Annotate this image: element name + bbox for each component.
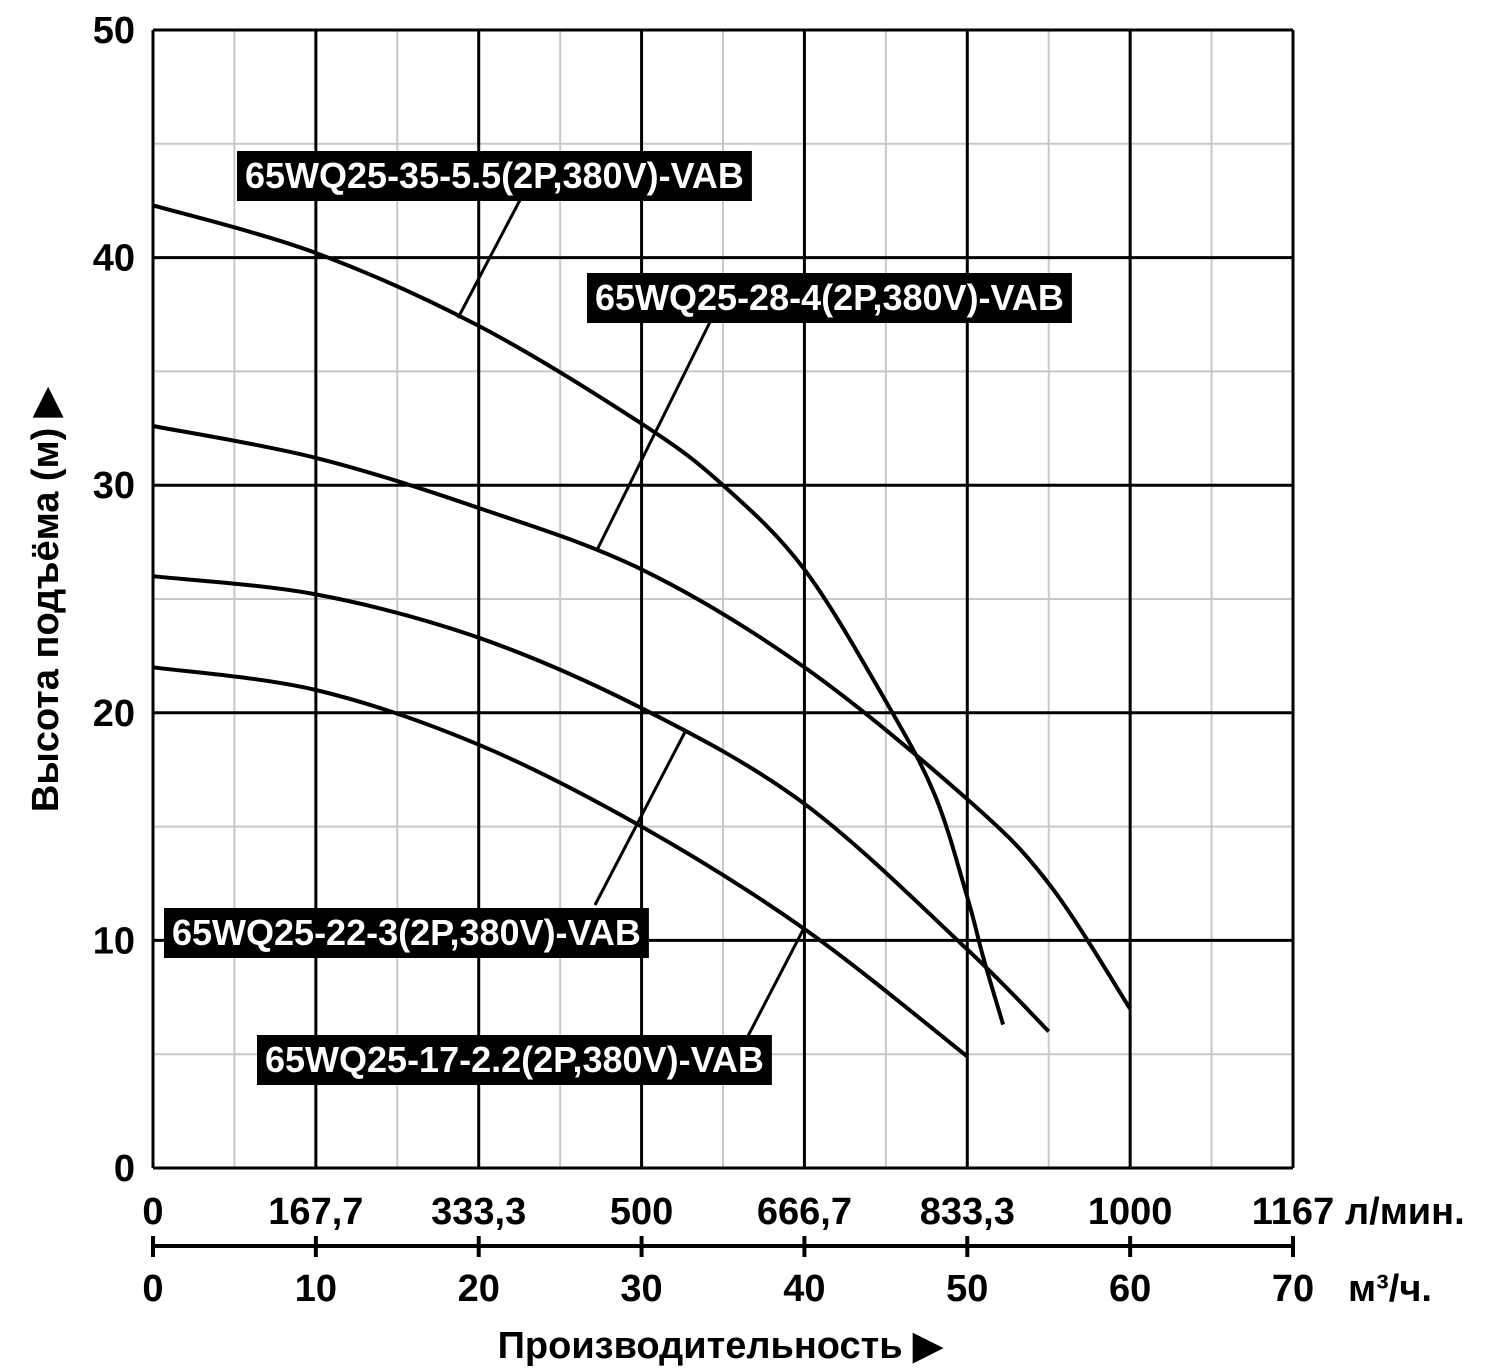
unit-lmin: л/мин. — [1345, 1191, 1465, 1233]
y-tick-label: 10 — [93, 920, 135, 962]
x-tick-label-lmin: 167,7 — [268, 1191, 363, 1233]
x-tick-label-lmin: 833,3 — [920, 1191, 1015, 1233]
x-tick-label-m3h: 10 — [295, 1268, 337, 1310]
x-tick-label-lmin: 333,3 — [431, 1191, 526, 1233]
leader-line-2 — [596, 321, 712, 549]
series-label-box-2 — [587, 273, 1072, 323]
x-tick-label-m3h: 30 — [620, 1268, 662, 1310]
x-tick-label-lmin: 1167 — [1252, 1191, 1334, 1233]
minor-grid — [153, 30, 1293, 1168]
x-tick-label-m3h: 50 — [946, 1268, 988, 1310]
y-tick-label: 50 — [93, 10, 135, 52]
x-tick-label-m3h: 20 — [458, 1268, 500, 1310]
curves — [152, 203, 1132, 1059]
curve-4 — [152, 665, 969, 1059]
unit-m3h: м³/ч. — [1348, 1268, 1432, 1310]
curve-1 — [152, 203, 1006, 1026]
x-axis-title: Производительность ▶ — [498, 1325, 945, 1367]
x-tick-label-lmin: 666,7 — [757, 1191, 852, 1233]
label-leaders — [456, 199, 805, 1037]
series-label-1: 65WQ25-35-5.5(2P,380V)-VAB — [245, 155, 744, 196]
x-tick-label-m3h: 70 — [1272, 1268, 1314, 1310]
series-label-box-1 — [237, 151, 752, 201]
series-label-box-3 — [164, 908, 649, 958]
y-tick-label: 0 — [114, 1148, 135, 1190]
series-label-box-4 — [257, 1035, 772, 1085]
leader-line-4 — [746, 929, 805, 1037]
y-tick-labels: 0 10 20 30 40 50 — [93, 10, 135, 1190]
x-tick-label-m3h: 60 — [1109, 1268, 1151, 1310]
x-tick-label-m3h: 40 — [783, 1268, 825, 1310]
leader-line-3 — [593, 731, 687, 906]
leader-line-1 — [456, 199, 522, 319]
x-tick-label-lmin: 500 — [610, 1191, 673, 1233]
series-label-4: 65WQ25-17-2.2(2P,380V)-VAB — [265, 1039, 764, 1080]
y-axis-title: Высота подъёма (м) ▶ — [25, 386, 67, 812]
series-labels: 65WQ25-35-5.5(2P,380V)-VAB 65WQ25-28-4(2P… — [164, 151, 1072, 1085]
curve-3 — [152, 574, 1051, 1033]
x-tick-labels-lmin: 0 167,7 333,3 500 666,7 833,3 1000 1167 — [142, 1191, 1334, 1233]
x-tick-label-lmin: 0 — [142, 1191, 163, 1233]
series-label-3: 65WQ25-22-3(2P,380V)-VAB — [172, 912, 641, 953]
series-label-2: 65WQ25-28-4(2P,380V)-VAB — [595, 277, 1064, 318]
x-tick-label-lmin: 1000 — [1088, 1191, 1173, 1233]
y-tick-label: 20 — [93, 693, 135, 735]
x-tick-label-m3h: 0 — [142, 1268, 163, 1310]
x-tick-labels-m3h: 0 10 20 30 40 50 60 70 — [142, 1268, 1314, 1310]
y-tick-label: 40 — [93, 238, 135, 280]
secondary-x-axis — [151, 1236, 1295, 1257]
curve-2 — [152, 424, 1132, 1010]
major-grid — [151, 28, 1295, 1170]
y-tick-label: 30 — [93, 465, 135, 507]
